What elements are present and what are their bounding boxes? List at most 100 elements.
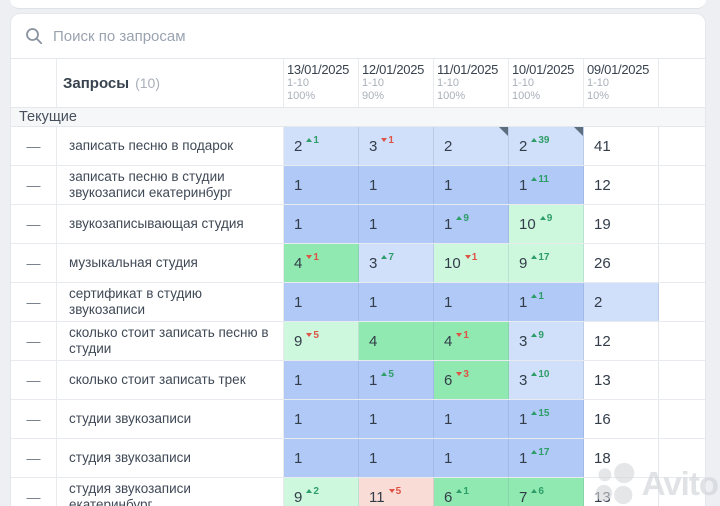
column-date: 13/01/2025: [287, 62, 350, 77]
position-value: 1: [444, 449, 453, 467]
position-cell[interactable]: 10 9: [509, 205, 584, 243]
position-cell[interactable]: 13: [584, 361, 659, 399]
position-cell[interactable]: 1: [434, 400, 509, 438]
header-date-column[interactable]: 13/01/2025 1-10 100%: [284, 59, 359, 107]
position-cell[interactable]: 19: [584, 205, 659, 243]
position-cell[interactable]: 1: [359, 283, 434, 321]
position-value: 9: [519, 254, 528, 272]
row-dash-toggle[interactable]: —: [11, 361, 57, 399]
position-cell[interactable]: 26: [584, 244, 659, 282]
table-row: — записать песню в студии звукозаписи ека…: [11, 166, 705, 205]
position-cell[interactable]: 9 17: [509, 244, 584, 282]
position-cell[interactable]: 13: [584, 478, 659, 506]
position-cell[interactable]: 2: [434, 127, 509, 165]
query-text: студия звукозаписи екатеринбург: [69, 481, 191, 506]
position-cell[interactable]: 1: [284, 205, 359, 243]
queries-count: (10): [135, 75, 160, 91]
section-current-label: Текущие: [11, 108, 705, 127]
column-date: 11/01/2025: [437, 62, 499, 77]
column-date: 09/01/2025: [587, 62, 650, 77]
position-cell[interactable]: 4: [359, 322, 434, 360]
previous-card-bottom: [10, 0, 706, 9]
table-row: — студии звукозаписи 1 1 1 1 15 16: [11, 400, 705, 439]
position-cell[interactable]: 1: [284, 166, 359, 204]
header-date-column[interactable]: 12/01/2025 1-10 90%: [359, 59, 434, 107]
position-cell[interactable]: 2 39: [509, 127, 584, 165]
position-cell[interactable]: 10 1: [434, 244, 509, 282]
query-cell[interactable]: сколько стоит записать трек: [57, 361, 284, 399]
row-dash-toggle[interactable]: —: [11, 478, 57, 506]
position-cell[interactable]: 1: [359, 400, 434, 438]
search-input[interactable]: [53, 27, 691, 45]
position-change: 3: [456, 369, 469, 380]
query-cell[interactable]: студия звукозаписи: [57, 439, 284, 477]
column-percent: 100%: [287, 90, 316, 102]
position-cell[interactable]: 12: [584, 166, 659, 204]
row-dash-toggle[interactable]: —: [11, 244, 57, 282]
position-cell[interactable]: 1: [284, 361, 359, 399]
position-cell[interactable]: 16: [584, 400, 659, 438]
column-range: 1-10: [587, 77, 610, 89]
arrow-up-icon: [306, 138, 313, 142]
position-cell[interactable]: 1: [284, 400, 359, 438]
row-dash-toggle[interactable]: —: [11, 166, 57, 204]
header-queries[interactable]: Запросы (10): [57, 59, 284, 107]
query-cell[interactable]: записать песню в подарок: [57, 127, 284, 165]
position-cell[interactable]: 2: [584, 283, 659, 321]
query-cell[interactable]: музыкальная студия: [57, 244, 284, 282]
change-value: 1: [463, 329, 469, 341]
row-dash-toggle[interactable]: —: [11, 283, 57, 321]
arrow-up-icon: [531, 138, 538, 142]
row-dash-toggle[interactable]: —: [11, 322, 57, 360]
position-cell[interactable]: 1 11: [509, 166, 584, 204]
header-date-column[interactable]: 11/01/2025 1-10 100%: [434, 59, 509, 107]
row-dash-toggle[interactable]: —: [11, 127, 57, 165]
position-cell[interactable]: 1 17: [509, 439, 584, 477]
position-change: 9: [456, 213, 469, 224]
position-cell[interactable]: 1: [284, 439, 359, 477]
row-dash-toggle[interactable]: —: [11, 205, 57, 243]
change-value: 1: [471, 251, 478, 263]
header-date-column[interactable]: 09/01/2025 1-10 10%: [584, 59, 659, 107]
position-cell[interactable]: 1: [434, 439, 509, 477]
row-dash-toggle[interactable]: —: [11, 439, 57, 477]
position-cell[interactable]: 1: [434, 166, 509, 204]
position-cell[interactable]: 18: [584, 439, 659, 477]
query-cell[interactable]: записать песню в студии звукозаписи екат…: [57, 166, 284, 204]
query-cell[interactable]: сертификат в студию звукозаписи: [57, 283, 284, 321]
query-cell[interactable]: сколько стоит записать песню в студии: [57, 322, 284, 360]
position-cell[interactable]: 1: [434, 283, 509, 321]
query-cell[interactable]: студия звукозаписи екатеринбург: [57, 478, 284, 506]
header-date-column[interactable]: 10/01/2025 1-10 100%: [509, 59, 584, 107]
position-cell[interactable]: 3 10: [509, 361, 584, 399]
row-filler: [659, 205, 705, 243]
position-cell[interactable]: 1: [359, 439, 434, 477]
table-row: — сколько стоит записать трек 1 1 5 6 3 3 10 13: [11, 361, 705, 400]
header-checkbox-column: [11, 59, 57, 107]
position-cell[interactable]: 12: [584, 322, 659, 360]
change-value: 39: [538, 134, 550, 146]
position-cell[interactable]: 1: [359, 166, 434, 204]
position-cell[interactable]: 41: [584, 127, 659, 165]
row-dash-toggle[interactable]: —: [11, 400, 57, 438]
position-cell[interactable]: 1: [284, 283, 359, 321]
query-cell[interactable]: студии звукозаписи: [57, 400, 284, 438]
position-cell[interactable]: 1: [359, 205, 434, 243]
query-cell[interactable]: звукозаписывающая студия: [57, 205, 284, 243]
